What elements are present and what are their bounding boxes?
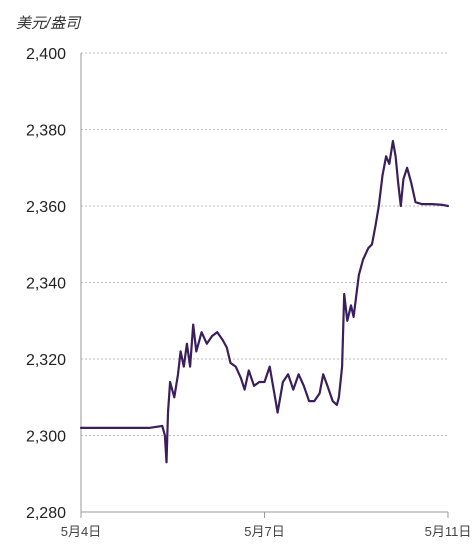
unit-label: 美元/盎司 (16, 15, 81, 32)
y-tick: 2,380 (26, 123, 66, 140)
x-tick-label: 5月7日 (244, 524, 284, 539)
x-tick-label: 5月11日 (425, 524, 472, 539)
x-tick: 5月4日 (61, 524, 101, 539)
series-line-0 (79, 139, 450, 464)
y-tick-label: 2,380 (26, 123, 66, 140)
line-layer (79, 139, 450, 464)
x-tick: 5月11日 (425, 524, 472, 539)
y-tick-label: 2,400 (26, 46, 66, 63)
y-tick-label: 2,280 (26, 505, 66, 522)
y-tick: 2,300 (26, 429, 66, 446)
y-tick: 2,400 (26, 46, 66, 63)
y-tick-label: 2,360 (26, 199, 66, 216)
y-tick: 2,360 (26, 199, 66, 216)
y-tick-label: 2,320 (26, 352, 66, 369)
y-tick: 2,320 (26, 352, 66, 369)
y-tick: 2,280 (26, 505, 66, 522)
x-tick: 5月7日 (244, 524, 284, 539)
y-tick-label: 2,340 (26, 276, 66, 293)
grid-layer (81, 52, 448, 436)
y-tick-labels: 2,280 2,300 2,320 2,340 2,360 2,380 2,400 (26, 46, 66, 522)
axis-layer (80, 53, 449, 518)
y-tick: 2,340 (26, 276, 66, 293)
y-tick-label: 2,300 (26, 429, 66, 446)
x-tick-labels: 5月4日 5月7日 5月11日 (61, 524, 472, 539)
x-tick-label: 5月4日 (61, 524, 101, 539)
